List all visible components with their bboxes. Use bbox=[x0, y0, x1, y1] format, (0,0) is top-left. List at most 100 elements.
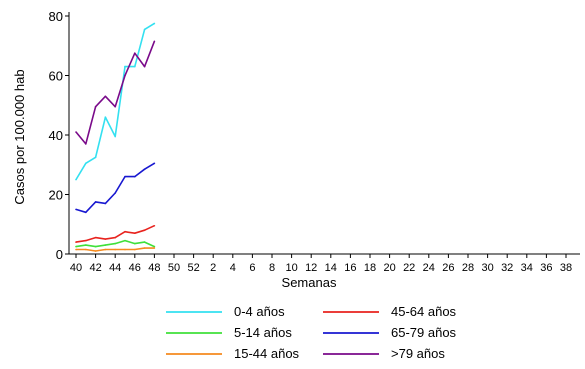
data-point bbox=[85, 239, 87, 242]
data-point bbox=[85, 248, 87, 251]
series-line-0 bbox=[75, 22, 155, 181]
data-point bbox=[143, 65, 146, 68]
series-lines bbox=[75, 22, 156, 252]
data-point bbox=[114, 192, 116, 194]
data-point bbox=[104, 248, 107, 251]
series-line-1 bbox=[75, 224, 155, 243]
data-point bbox=[75, 131, 77, 133]
data-point bbox=[134, 65, 136, 68]
data-point bbox=[134, 52, 136, 54]
x-tick-label: 26 bbox=[442, 262, 454, 274]
data-point bbox=[104, 238, 107, 240]
data-point bbox=[114, 242, 116, 245]
legend-label: 0-4 años bbox=[234, 304, 285, 319]
data-point bbox=[153, 40, 156, 43]
y-ticks: 0 20 40 60 80 bbox=[49, 9, 69, 262]
data-point bbox=[94, 105, 97, 108]
y-tick-label: 40 bbox=[49, 128, 63, 143]
x-tick-label: 16 bbox=[344, 262, 356, 274]
x-tick-label: 40 bbox=[70, 262, 82, 274]
legend-label: 5-14 años bbox=[234, 325, 292, 340]
x-tick-label: 6 bbox=[249, 262, 255, 274]
data-point bbox=[124, 175, 126, 178]
data-point bbox=[114, 248, 116, 251]
data-point bbox=[114, 105, 116, 108]
data-point bbox=[143, 28, 146, 31]
data-point bbox=[143, 247, 146, 249]
x-tick-label: 30 bbox=[481, 262, 493, 274]
data-point bbox=[134, 175, 136, 178]
data-point bbox=[85, 143, 87, 145]
data-point bbox=[114, 135, 116, 138]
series-line-5 bbox=[75, 41, 156, 145]
x-tick-label: 28 bbox=[462, 262, 474, 274]
x-tick-label: 2 bbox=[210, 262, 216, 274]
x-tick-label: 36 bbox=[540, 262, 552, 274]
data-point bbox=[85, 244, 87, 246]
legend: 0-4 años 45-64 años 5-14 años 65-79 años 15-… bbox=[166, 304, 457, 361]
x-ticks: 40 42 44 46 48 50 52 2 4 6 8 10 12 14 16 18 20 22 24 26 28 30… bbox=[70, 254, 572, 274]
data-point bbox=[75, 241, 77, 243]
x-tick-label: 52 bbox=[187, 262, 199, 274]
data-point bbox=[75, 178, 77, 181]
data-point bbox=[94, 236, 97, 239]
y-tick-label: 60 bbox=[49, 69, 63, 84]
y-axis-title: Casos por 100.000 hab bbox=[12, 69, 27, 204]
data-point bbox=[143, 168, 146, 171]
data-point bbox=[143, 229, 146, 231]
data-point bbox=[124, 230, 126, 233]
data-point bbox=[124, 65, 126, 68]
x-tick-label: 12 bbox=[305, 262, 317, 274]
data-point bbox=[153, 224, 156, 227]
legend-label: >79 años bbox=[391, 346, 445, 361]
data-point bbox=[134, 232, 136, 234]
y-tick-label: 80 bbox=[49, 9, 63, 24]
x-tick-label: 10 bbox=[285, 262, 297, 274]
data-point bbox=[85, 211, 87, 214]
data-point bbox=[124, 74, 126, 77]
y-tick-label: 0 bbox=[56, 247, 63, 262]
legend-label: 45-64 años bbox=[391, 304, 457, 319]
data-point bbox=[75, 245, 77, 248]
series-line-3 bbox=[75, 162, 155, 214]
data-point bbox=[104, 202, 107, 205]
data-point bbox=[104, 244, 107, 246]
data-point bbox=[153, 245, 156, 248]
data-point bbox=[94, 245, 97, 248]
x-tick-label: 32 bbox=[501, 262, 513, 274]
data-point bbox=[134, 248, 136, 251]
x-tick-label: 24 bbox=[423, 262, 435, 274]
data-point bbox=[153, 247, 156, 249]
legend-label: 15-44 años bbox=[234, 346, 300, 361]
y-tick-label: 20 bbox=[49, 188, 63, 203]
x-tick-label: 50 bbox=[168, 262, 180, 274]
x-tick-label: 46 bbox=[129, 262, 141, 274]
x-tick-label: 14 bbox=[325, 262, 337, 274]
data-point bbox=[94, 201, 97, 203]
data-point bbox=[75, 248, 77, 251]
legend-label: 65-79 años bbox=[391, 325, 457, 340]
data-point bbox=[134, 242, 136, 245]
data-point bbox=[85, 162, 87, 165]
data-point bbox=[114, 236, 116, 239]
data-point bbox=[104, 116, 107, 118]
x-tick-label: 44 bbox=[109, 262, 121, 274]
x-tick-label: 34 bbox=[521, 262, 533, 274]
data-point bbox=[124, 239, 126, 242]
data-point bbox=[104, 95, 107, 98]
data-point bbox=[124, 248, 126, 251]
x-tick-label: 22 bbox=[403, 262, 415, 274]
x-tick-label: 8 bbox=[269, 262, 275, 274]
data-point bbox=[153, 162, 156, 165]
data-point bbox=[94, 156, 97, 159]
data-point bbox=[94, 250, 97, 252]
x-tick-label: 38 bbox=[560, 262, 572, 274]
data-point bbox=[153, 22, 156, 25]
x-tick-label: 42 bbox=[89, 262, 101, 274]
x-tick-label: 18 bbox=[364, 262, 376, 274]
x-axis-title: Semanas bbox=[282, 275, 337, 290]
x-tick-label: 4 bbox=[230, 262, 236, 274]
axes bbox=[68, 12, 580, 255]
x-tick-label: 48 bbox=[148, 262, 160, 274]
